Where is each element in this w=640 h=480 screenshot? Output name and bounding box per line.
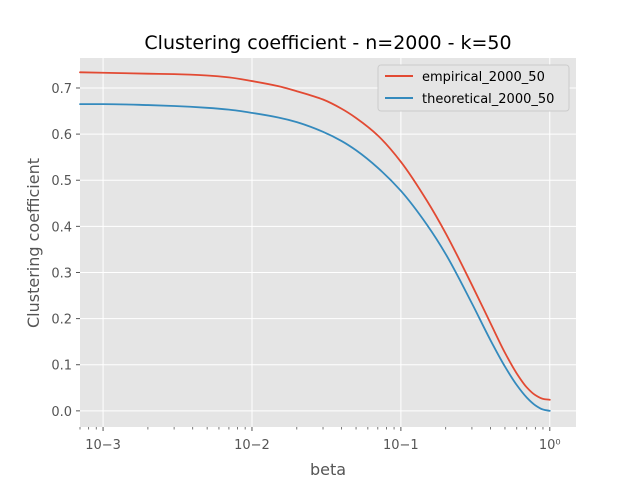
plot-background (80, 58, 576, 427)
y-tick-labels: 0.0 0.1 0.2 0.3 0.4 0.5 0.6 0.7 (51, 82, 80, 420)
y-tick-label: 0.3 (51, 266, 72, 281)
y-tick-label: 0.7 (51, 82, 72, 97)
y-axis-label: Clustering coefficient (24, 158, 43, 328)
legend-box (377, 64, 570, 112)
y-tick-label: 0.6 (51, 128, 72, 143)
x-tick-label: 10−2 (234, 438, 270, 453)
x-tick-labels: 10−3 10−2 10−1 10⁰ (85, 427, 561, 453)
x-tick-label: 10−1 (383, 438, 419, 453)
y-tick-label: 0.2 (51, 313, 72, 328)
grid (80, 58, 576, 427)
chart-title: Clustering coefficient - n=2000 - k=50 (144, 32, 511, 54)
x-tick-label: 10⁰ (539, 438, 561, 453)
x-tick-label: 10−3 (85, 438, 121, 453)
legend: empirical_2000_50 theoretical_2000_50 (377, 64, 570, 112)
series-layer (79, 71, 551, 412)
y-tick-label: 0.1 (51, 359, 72, 374)
y-tick-label: 0.5 (51, 174, 72, 189)
y-tick-label: 0.0 (51, 405, 72, 420)
series-line-empirical (79, 71, 551, 401)
legend-label-empirical: empirical_2000_50 (422, 70, 545, 85)
y-tick-label: 0.4 (51, 220, 72, 235)
series-line-theoretical (79, 103, 551, 412)
legend-label-theoretical: theoretical_2000_50 (422, 92, 554, 107)
x-axis-label: beta (310, 460, 346, 479)
minor-ticks (79, 427, 544, 430)
